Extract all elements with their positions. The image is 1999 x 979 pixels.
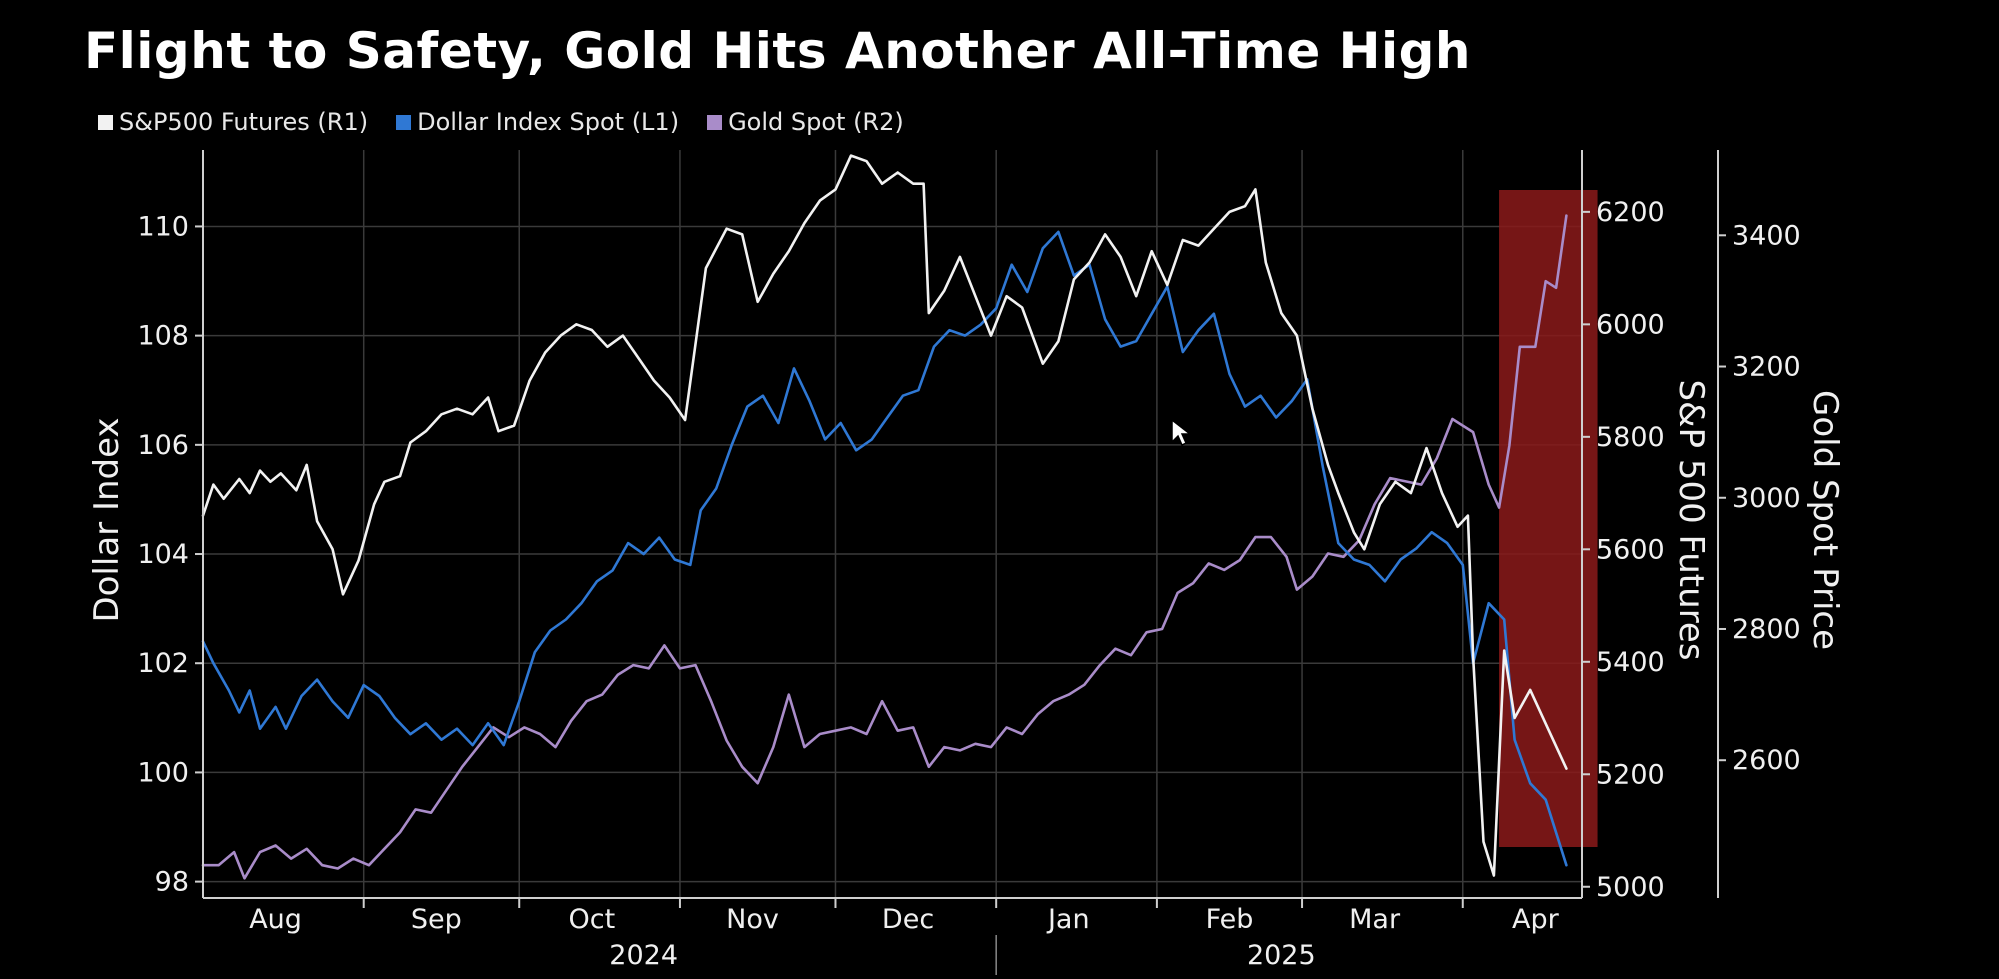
x-year-label-2025: 2025 [1247,940,1316,971]
legend-label-gold: Gold Spot (R2) [728,108,904,136]
chart-title: Flight to Safety, Gold Hits Another All-… [84,22,1472,80]
right1-tick-label-5200: 5200 [1596,759,1665,790]
series-line-sp500 [201,154,1568,877]
left-tick-label-102: 102 [137,648,189,679]
right2-tick-label-2600: 2600 [1732,745,1801,776]
left-tick-label-104: 104 [137,539,189,570]
x-month-label-Feb: Feb [1206,904,1254,935]
right2-tick-label-2800: 2800 [1732,614,1801,645]
right1-axis-title: S&P 500 Futures [1671,379,1711,660]
legend-label-dxy: Dollar Index Spot (L1) [417,108,680,136]
x-month-label-Apr: Apr [1512,904,1560,935]
x-month-label-Sep: Sep [411,904,462,935]
grid-layer [203,150,1582,898]
legend-label-sp500: S&P500 Futures (R1) [119,108,369,136]
legend: S&P500 Futures (R1) Dollar Index Spot (L… [98,108,904,136]
left-tick-label-106: 106 [137,430,189,461]
x-month-label-Dec: Dec [882,904,934,935]
right1-tick-label-6200: 6200 [1596,197,1665,228]
x-month-label-Mar: Mar [1349,904,1401,935]
legend-swatch-dxy [396,114,412,130]
legend-item-dxy: Dollar Index Spot (L1) [396,108,679,136]
x-month-label-Nov: Nov [726,904,779,935]
x-month-label-Aug: Aug [249,904,302,935]
right2-tick-label-3000: 3000 [1732,483,1801,514]
right1-tick-label-5800: 5800 [1596,422,1665,453]
right1-tick-label-5000: 5000 [1596,872,1665,903]
left-tick-label-98: 98 [155,867,189,898]
legend-item-sp500: S&P500 Futures (R1) [98,108,368,136]
right1-tick-label-5600: 5600 [1596,534,1665,565]
right2-axis-title: Gold Spot Price [1805,390,1845,650]
x-year-label-2024: 2024 [609,940,678,971]
right2-tick-label-3400: 3400 [1732,220,1801,251]
cursor-icon [1171,418,1193,447]
left-tick-label-110: 110 [137,211,189,242]
legend-item-gold: Gold Spot (R2) [707,108,904,136]
right1-tick-label-5400: 5400 [1596,647,1665,678]
left-tick-label-108: 108 [137,321,189,352]
left-axis-title: Dollar Index [87,417,127,622]
left-tick-label-100: 100 [137,757,189,788]
series-line-gold [201,214,1568,880]
x-month-label-Jan: Jan [1046,904,1090,935]
x-month-label-Oct: Oct [568,904,615,935]
right2-tick-label-3200: 3200 [1732,352,1801,383]
legend-swatch-sp500 [98,114,113,130]
legend-swatch-gold [707,114,723,130]
axes-layer: 98 100 102 104 106 108 110 5000 5200 5400 5600 5800… [137,150,1801,975]
series-layer [201,154,1568,880]
right1-tick-label-6000: 6000 [1596,309,1665,340]
series-line-dxy [201,230,1568,867]
